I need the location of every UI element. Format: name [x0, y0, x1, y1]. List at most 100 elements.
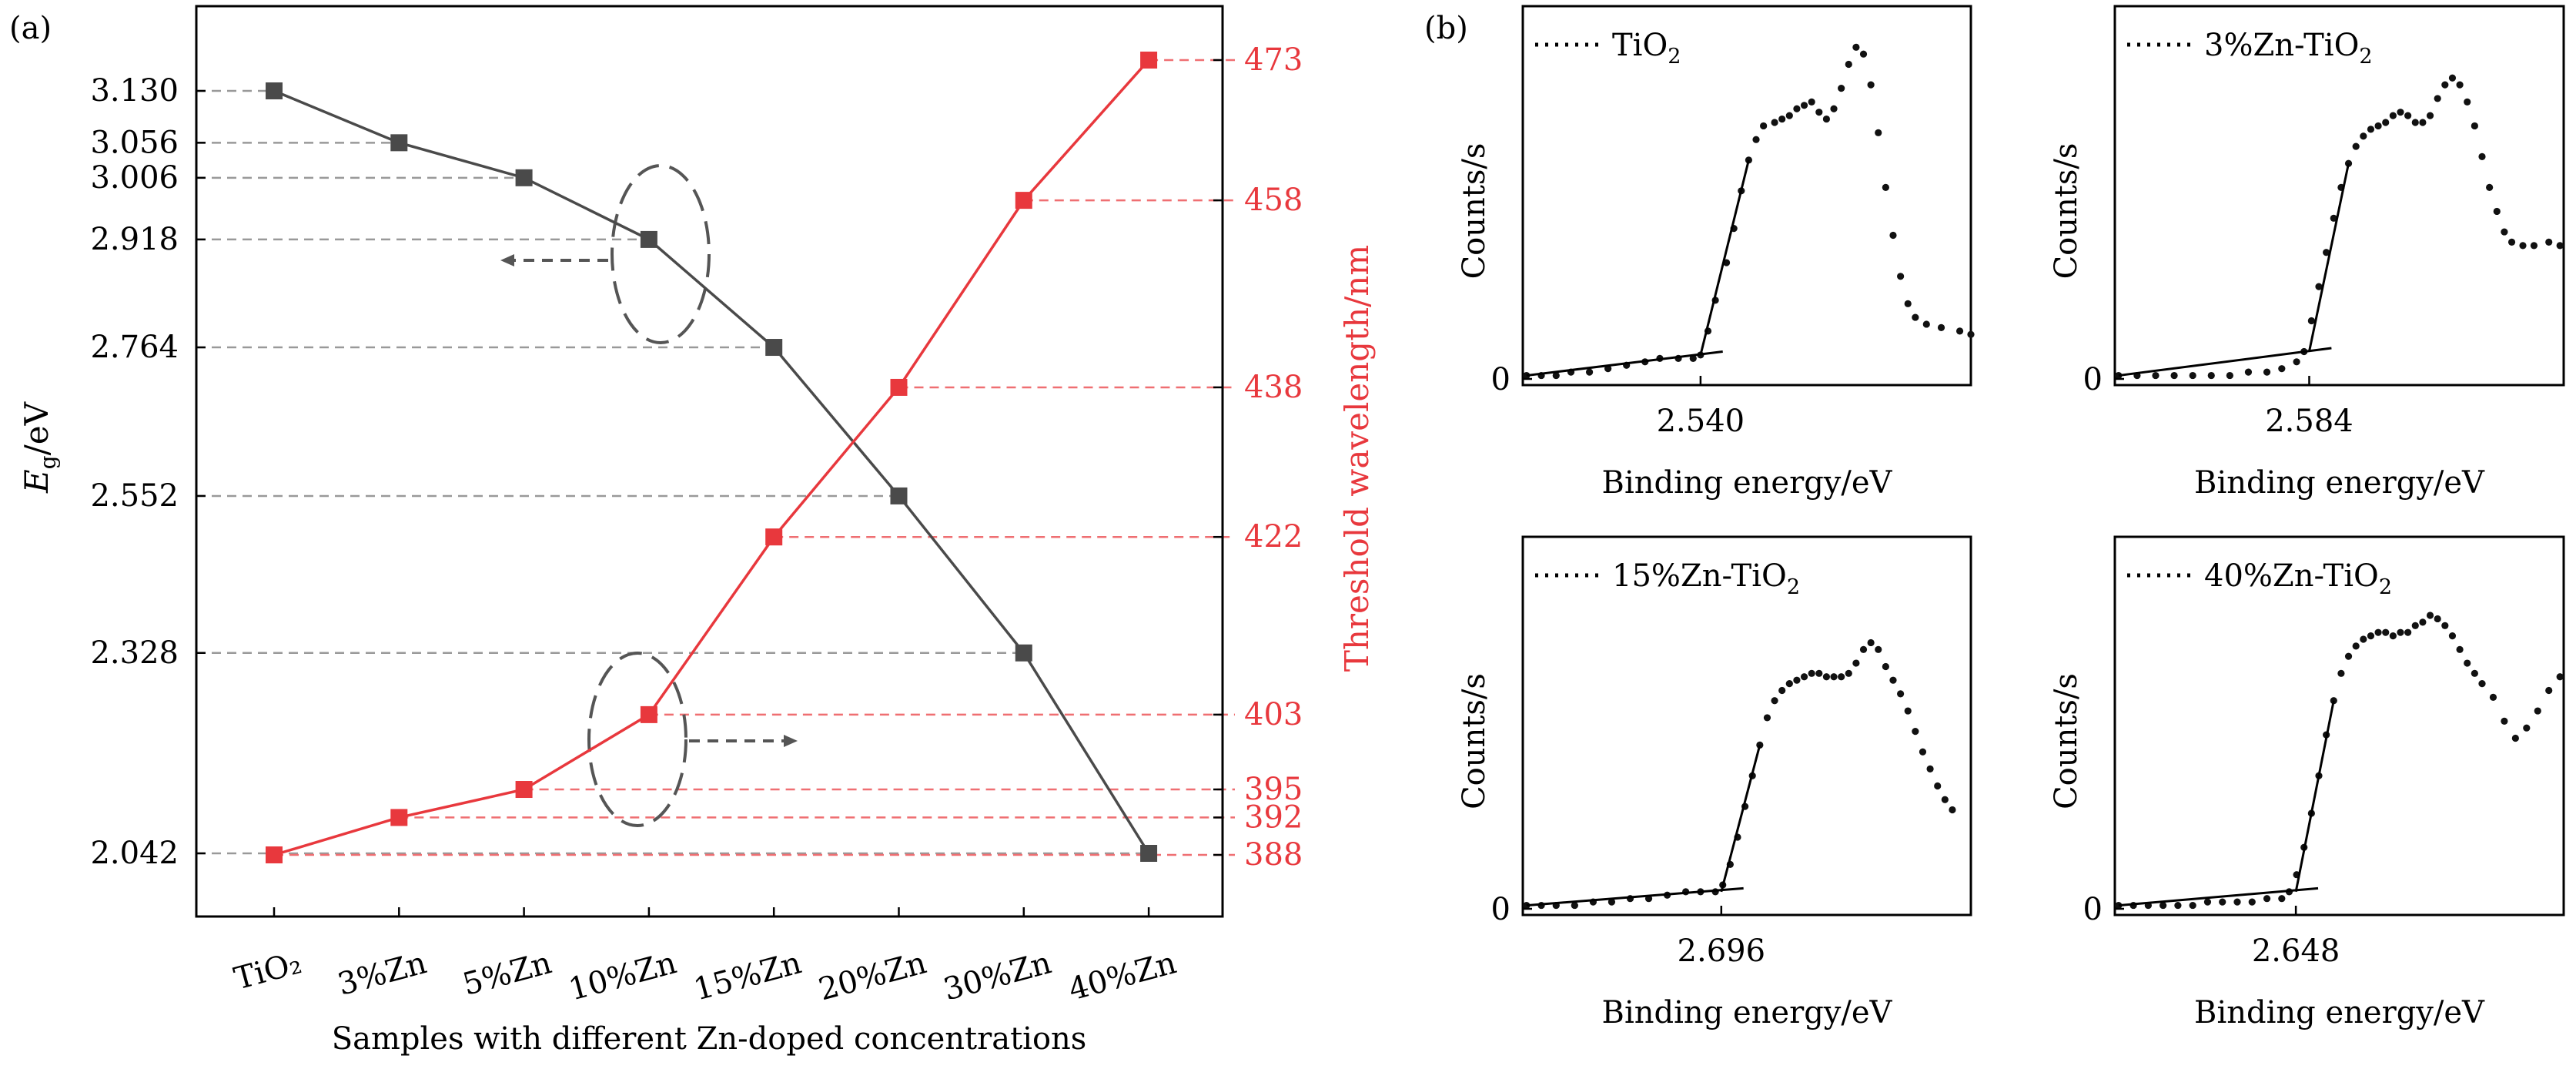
legend-label: 3%Zn-TiO2	[2204, 28, 2373, 69]
spectrum-point	[2244, 368, 2253, 376]
spectrum-point	[1875, 645, 1882, 653]
y-left-tick-label: 2.042	[90, 836, 179, 871]
spectrum-point	[2360, 132, 2367, 140]
subplot-frame	[1521, 535, 1972, 917]
x-tick-label: 10%Zn	[565, 945, 681, 1007]
legend-label: 15%Zn-TiO2	[1612, 558, 1800, 599]
spectrum-point	[2159, 901, 2167, 910]
spectrum-point	[1607, 898, 1616, 906]
legend-label: TiO2	[1612, 28, 1681, 69]
eg-point	[390, 134, 408, 152]
edge-fit-line	[1720, 744, 1761, 893]
y-left-tick-label: 2.328	[90, 635, 179, 671]
x-tick-label: 2.648	[2252, 933, 2340, 969]
spectrum-point	[1808, 669, 1815, 677]
wavelength-series-line	[273, 59, 1150, 856]
x-tick-label: 2.584	[2265, 404, 2354, 439]
spectrum-point	[1852, 659, 1860, 667]
edge-fit-line	[2294, 700, 2335, 893]
spectrum-point	[2411, 622, 2419, 629]
spectrum-point	[2507, 238, 2516, 246]
spectrum-point	[2307, 317, 2315, 325]
spectrum-point	[1838, 673, 1845, 681]
spectrum-point	[2367, 632, 2375, 640]
spectrum-point	[2556, 673, 2564, 681]
spectrum-point	[1552, 371, 1560, 380]
eg-point	[1140, 845, 1158, 862]
spectrum-point	[1934, 782, 1942, 790]
panel-a-guide-lines	[196, 59, 1235, 856]
spectrum-point	[1867, 81, 1875, 89]
spectrum-point	[2489, 693, 2497, 701]
spectrum-point	[2248, 898, 2256, 906]
x-axis-label: Binding energy/eV	[2194, 995, 2485, 1030]
y-axis-label: Counts/s	[1457, 143, 1492, 280]
y-left-tick-label: 3.006	[90, 160, 179, 196]
spectrum-point	[1752, 136, 1760, 143]
spectrum-point	[1689, 354, 1697, 362]
spectrum-point	[1808, 98, 1815, 106]
spectrum-point	[2389, 632, 2397, 640]
spectrum-point	[2486, 183, 2494, 191]
spectrum-point	[1838, 85, 1845, 92]
eg-point	[1015, 644, 1032, 662]
y-axis-label: Counts/s	[2049, 673, 2084, 809]
spectrum-point	[1926, 765, 1934, 772]
panel-a-frame	[195, 5, 1224, 918]
spectrum-point	[2278, 895, 2286, 903]
spectrum-point	[2493, 207, 2501, 216]
legend-label-subscript: 2	[2379, 575, 2392, 599]
spectrum-point	[1830, 673, 1838, 681]
panel-a-label: (a)	[9, 11, 52, 46]
x-axis-label: Samples with different Zn-doped concentr…	[332, 1021, 1087, 1057]
spectrum-point	[1785, 112, 1793, 119]
spectrum-point	[2448, 632, 2457, 640]
x-tick-label: 2.696	[1678, 933, 1766, 969]
spectrum-point	[2434, 615, 2441, 623]
y-right-tick-label: 438	[1244, 370, 1303, 405]
wavelength-point	[890, 378, 908, 396]
spectrum-point	[1867, 638, 1875, 647]
spectrum-point	[2263, 895, 2271, 903]
spectrum-point	[2115, 901, 2123, 910]
spectrum-point	[2523, 724, 2531, 732]
spectrum-point	[1830, 105, 1838, 112]
spectrum-point	[1922, 320, 1930, 328]
spectrum-point	[1904, 707, 1912, 715]
x-axis-label: Binding energy/eV	[2194, 465, 2485, 501]
spectrum-point	[2456, 645, 2464, 653]
spectrum-point	[2397, 109, 2404, 116]
eg-point	[515, 169, 533, 186]
legend-label-text: 15%Zn-TiO	[1612, 558, 1787, 594]
x-tick-label: 2.540	[1657, 404, 1745, 439]
spectrum-point	[2448, 74, 2457, 82]
spectrum-point	[2382, 628, 2390, 636]
spectrum-point	[2478, 680, 2486, 688]
y-right-tick-label: 392	[1244, 799, 1303, 835]
spectrum-point	[2374, 628, 2382, 636]
y-axis-left-label: Eg/eV	[18, 401, 61, 494]
spectrum-point	[1815, 669, 1823, 677]
spectrum-point	[1815, 109, 1823, 116]
spectrum-point	[2115, 371, 2123, 380]
baseline-fit-line	[2118, 886, 2319, 907]
subplot-frame	[2113, 535, 2565, 917]
legend-label-text: 3%Zn-TiO	[2204, 28, 2359, 63]
spectrum-point	[2382, 119, 2390, 126]
spectrum-point	[1571, 901, 1578, 910]
eg-point	[765, 339, 783, 357]
spectrum-point	[2278, 365, 2286, 373]
x-tick-label: TiO₂	[230, 945, 305, 997]
spectrum-point	[1912, 728, 1919, 736]
y-right-tick-label: 473	[1244, 42, 1303, 78]
spectrum-point	[2374, 122, 2382, 130]
spectrum-point	[2207, 371, 2215, 380]
spectrum-point	[2352, 642, 2360, 650]
spectrum-point	[1875, 129, 1882, 136]
y-left-tick-label: 2.918	[90, 222, 179, 257]
spectrum-point	[1941, 796, 1949, 803]
spectrum-point	[2501, 228, 2508, 236]
spectrum-point	[1771, 697, 1778, 705]
spectrum-point	[2263, 368, 2271, 376]
spectrum-point	[2519, 242, 2527, 250]
